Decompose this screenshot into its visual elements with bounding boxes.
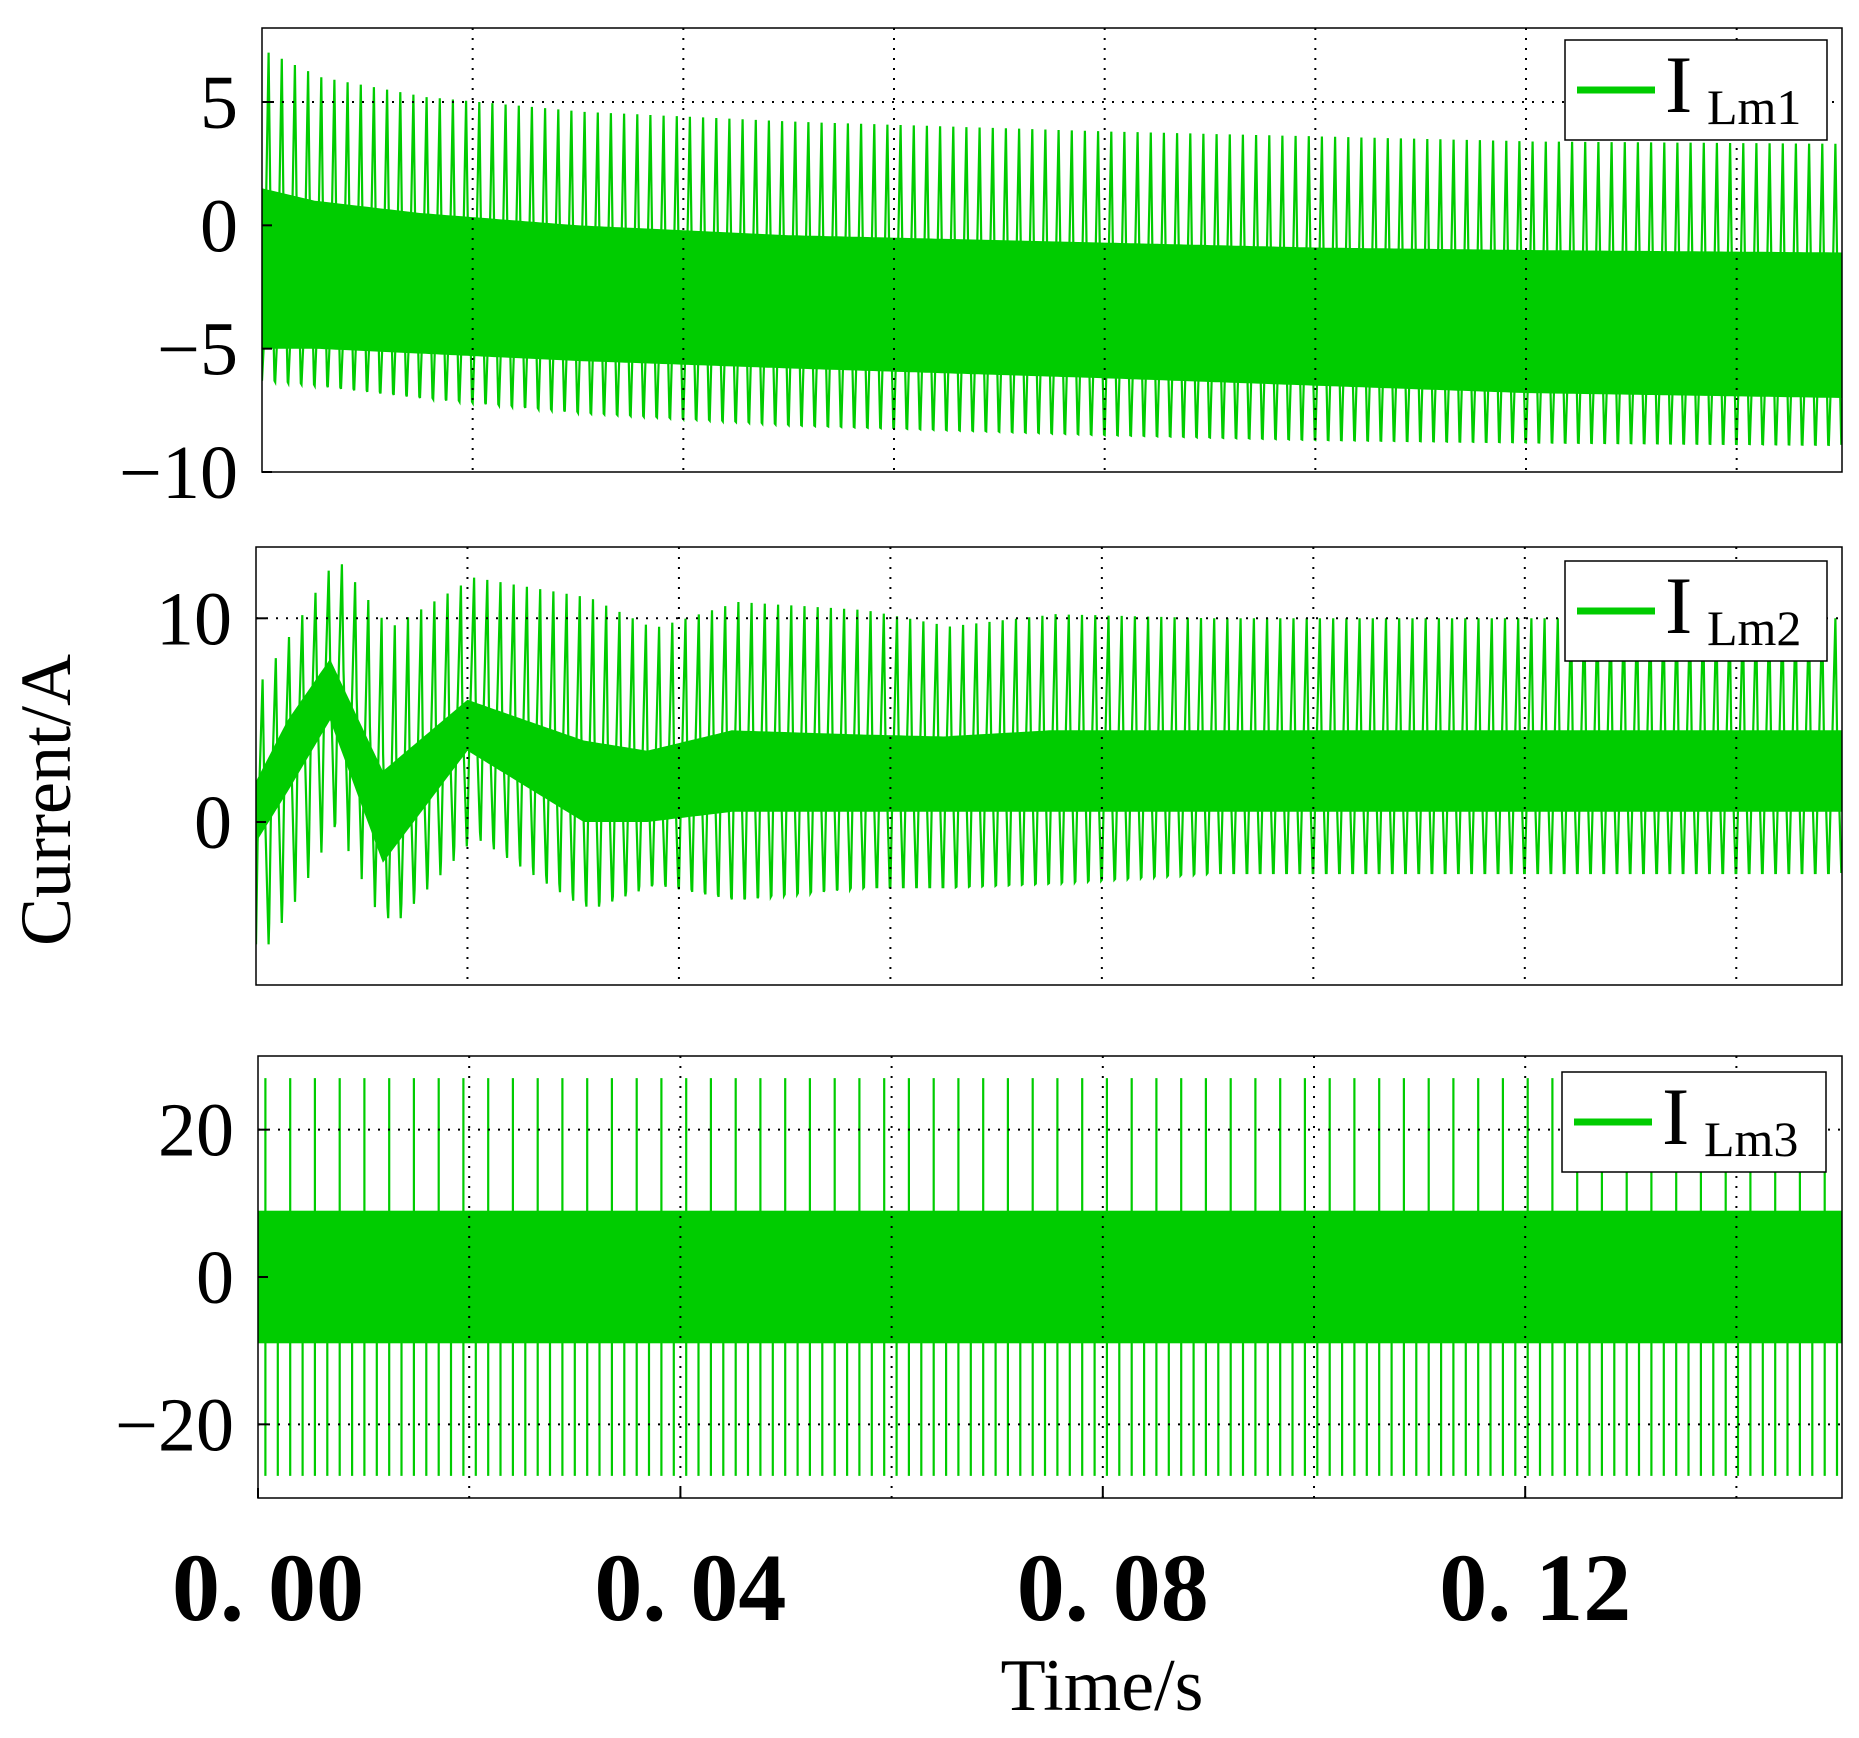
y-tick-label: 10 (156, 577, 232, 661)
grid-lines (262, 28, 1842, 472)
grid-lines (258, 1056, 1842, 1498)
y-tick-label: 0 (194, 781, 232, 865)
series-core-band (262, 188, 1842, 398)
legend: I Lm1 (1564, 39, 1828, 141)
y-axis-label: Current/A (6, 654, 86, 946)
y-tick-label: −20 (115, 1383, 234, 1467)
series-I_Lm3 (258, 1078, 1842, 1476)
x-axis-label: Time/s (1001, 1645, 1204, 1727)
series-core-band (258, 1210, 1842, 1344)
x-tick-label: 0. 08 (1017, 1534, 1209, 1641)
legend-label-subscript: Lm2 (1707, 600, 1801, 656)
y-tick-label: 20 (158, 1089, 234, 1173)
legend-label: I (1662, 1071, 1689, 1162)
series-line (256, 564, 1842, 945)
y-tick-label: −5 (157, 308, 238, 392)
series-core-band (256, 659, 1842, 863)
legend-label: I (1665, 560, 1692, 651)
legend-label-subscript: Lm1 (1707, 79, 1801, 135)
y-tick-label: 5 (200, 61, 238, 145)
axes-frame (261, 27, 1843, 473)
y-tick-label: −10 (119, 431, 238, 515)
series-I_Lm2 (256, 564, 1842, 945)
series-line (262, 52, 1842, 447)
series-I_Lm1 (262, 52, 1842, 447)
y-tick-label: 0 (196, 1236, 234, 1320)
chart-panel-bottom: 20 0 −20 0. 00 0. 04 0. 08 0. 12 I Lm3 (115, 1055, 1843, 1641)
legend: I Lm2 (1564, 560, 1828, 662)
legend-label-subscript: Lm3 (1704, 1111, 1798, 1167)
x-tick-label: 0. 12 (1439, 1534, 1631, 1641)
axes-frame (255, 546, 1843, 986)
y-tick-label: 0 (200, 184, 238, 268)
chart-panel-middle: 10 0 I Lm2 (156, 546, 1843, 986)
chart-panel-top: 5 0 −5 −10 I Lm1 (119, 27, 1843, 515)
legend-label: I (1665, 39, 1692, 130)
x-tick-label: 0. 00 (172, 1534, 364, 1641)
chart-panels: 5 0 −5 −10 I Lm1 10 0 I Lm2 20 0 −20 0. 00 0. 04 0. 08 0… (115, 27, 1843, 1641)
x-tick-label: 0. 04 (594, 1534, 786, 1641)
legend: I Lm3 (1561, 1071, 1827, 1173)
